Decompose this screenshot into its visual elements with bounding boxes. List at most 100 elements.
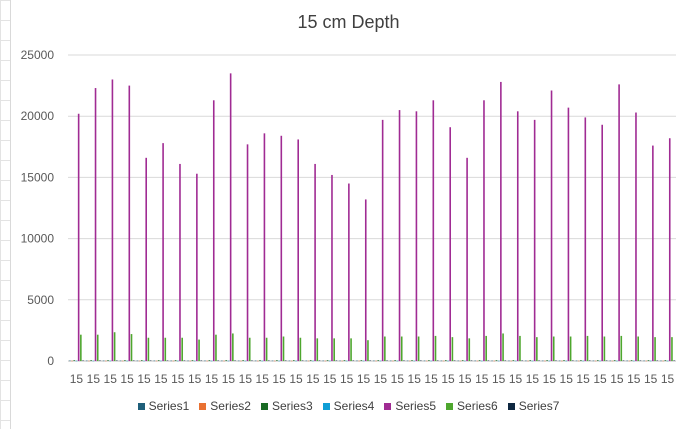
bar-series7: [403, 360, 405, 362]
bar-series6: [367, 340, 369, 361]
x-tick-label: 15: [644, 372, 658, 386]
y-tick-label: 10000: [21, 232, 55, 246]
legend-label: Series6: [457, 399, 498, 413]
bar-series3: [597, 360, 599, 361]
bar-series1: [85, 360, 88, 362]
bar-series1: [491, 360, 493, 362]
bar-series5: [550, 90, 553, 361]
bar-series5: [77, 113, 80, 361]
bar-series5: [364, 199, 367, 361]
legend-item: Series6: [446, 399, 498, 413]
x-tick-label: 15: [391, 372, 405, 386]
bar-series6: [130, 334, 133, 361]
bar-series7: [200, 360, 203, 362]
y-tick-label: 15000: [21, 170, 55, 184]
bar-series1: [69, 360, 71, 362]
x-tick-label: 15: [120, 372, 134, 386]
bar-series1: [305, 360, 308, 362]
bar-series4: [126, 360, 128, 362]
bar-series3: [90, 360, 92, 361]
bar-series3: [259, 360, 261, 361]
bar-series6: [502, 333, 504, 361]
bar-series2: [257, 360, 259, 362]
legend-item: Series7: [507, 399, 560, 413]
bar-series4: [430, 360, 432, 362]
bar-series1: [153, 360, 156, 362]
bar-series4: [480, 360, 483, 362]
bar-series4: [176, 360, 179, 362]
bar-series7: [622, 360, 625, 362]
bar-series4: [497, 360, 500, 362]
bar-series3: [293, 360, 295, 361]
bar-series7: [386, 360, 388, 362]
bar-series6: [350, 338, 352, 361]
bar-series3: [191, 360, 194, 361]
bar-series4: [396, 360, 399, 362]
bar-series2: [544, 360, 546, 362]
bar-series2: [290, 360, 293, 362]
bar-series4: [210, 360, 213, 362]
bar-series1: [237, 360, 240, 362]
bar-series6: [299, 337, 302, 361]
chart-area[interactable]: [10, 0, 697, 429]
bar-series2: [527, 360, 529, 362]
bar-series2: [324, 360, 327, 362]
legend-label: Series5: [395, 399, 437, 413]
bar-series4: [666, 360, 669, 362]
bar-series2: [611, 360, 614, 362]
bar-series1: [136, 360, 139, 362]
bar-series6: [620, 335, 623, 361]
bar-series5: [652, 145, 654, 361]
bar-series4: [312, 360, 314, 362]
bar-series5: [94, 88, 97, 361]
x-tick-label: 15: [593, 372, 607, 386]
bar-series5: [483, 100, 485, 362]
legend-label: Series7: [518, 399, 560, 413]
x-tick-label: 15: [256, 372, 270, 386]
bar-series7: [487, 360, 490, 362]
x-tick-label: 15: [70, 372, 84, 386]
bar-series6: [569, 336, 572, 361]
legend-label: Series2: [210, 399, 251, 413]
bar-series5: [668, 138, 671, 361]
bar-series7: [132, 360, 135, 362]
bar-series5: [415, 111, 418, 361]
legend-swatch: [322, 402, 330, 410]
x-tick-label: 15: [272, 372, 286, 386]
bar-series3: [107, 360, 109, 361]
bar-series3: [208, 360, 211, 361]
x-tick-label: 15: [357, 372, 371, 386]
bar-series5: [263, 133, 266, 361]
legend-swatch: [137, 402, 145, 410]
bar-series4: [514, 360, 517, 362]
bar-series7: [504, 360, 507, 362]
bar-series1: [609, 360, 612, 362]
bar-series1: [423, 360, 426, 362]
bar-series1: [457, 360, 460, 362]
bar-series5: [500, 81, 502, 361]
bar-series4: [548, 360, 551, 362]
legend-label: Series3: [271, 399, 313, 413]
bar-series4: [413, 360, 416, 362]
bar-series2: [459, 360, 462, 362]
bar-series1: [339, 360, 341, 362]
bar-series2: [594, 360, 597, 362]
bar-series2: [155, 360, 158, 362]
bar-series4: [379, 360, 382, 362]
bar-series5: [432, 100, 435, 362]
bar-series1: [254, 360, 257, 362]
bar-series5: [246, 144, 249, 361]
bar-series1: [508, 360, 510, 362]
bar-series7: [673, 360, 675, 362]
bar-series7: [538, 360, 540, 362]
bar-series5: [331, 174, 333, 361]
legend-item: Series2: [199, 399, 251, 413]
bar-series3: [394, 360, 396, 361]
bar-series6: [248, 337, 251, 361]
bar-series7: [268, 360, 270, 362]
bar-series1: [187, 360, 189, 362]
bar-series3: [225, 360, 228, 361]
bar-series6: [333, 338, 335, 361]
legend-swatch: [446, 402, 454, 410]
